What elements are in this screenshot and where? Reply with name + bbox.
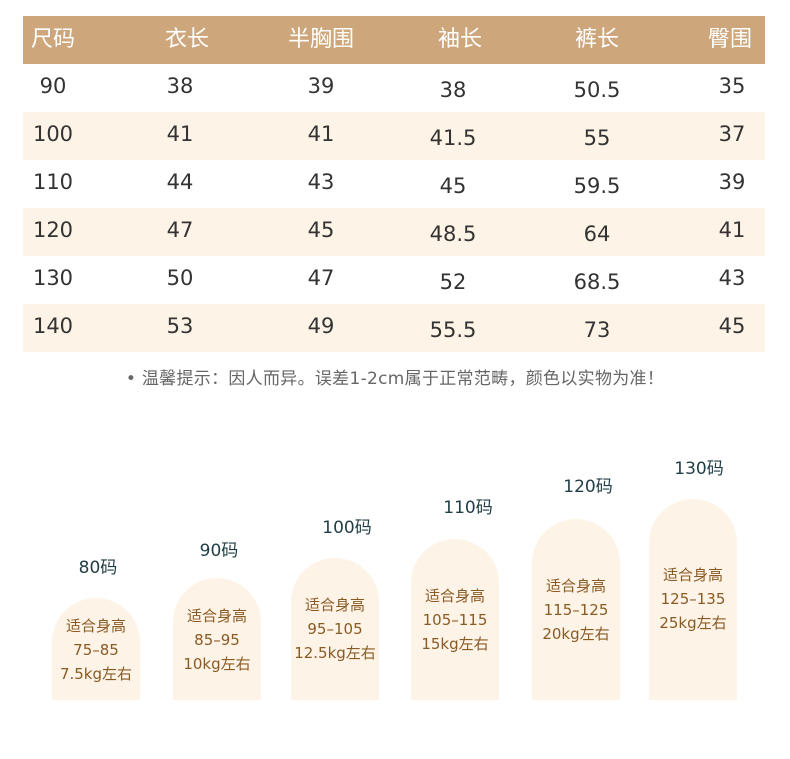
table-row: 120 47 45 48.5 64 41 (23, 208, 765, 256)
height-range: 125–135 (660, 590, 726, 608)
weight-value: 15kg左右 (421, 635, 489, 653)
cell: 41 (307, 122, 335, 146)
cell: 64 (583, 222, 611, 246)
size-bar-100: 适合身高 95–105 12.5kg左右 (291, 558, 379, 700)
cell: 49 (307, 314, 335, 338)
height-range: 75–85 (73, 641, 119, 659)
tip-note: • 温馨提示：因人而异。误差1-2cm属于正常范畴，颜色以实物为准！ (125, 369, 665, 389)
cell: 43 (718, 266, 746, 290)
cell: 90 (39, 74, 67, 98)
cell: 44 (166, 170, 194, 194)
header-half-chest: 半胸围 (287, 27, 355, 52)
height-range: 95–105 (307, 620, 363, 638)
height-label: 适合身高 (186, 607, 247, 625)
height-label: 适合身高 (545, 577, 606, 595)
weight-value: 20kg左右 (542, 625, 610, 643)
cell: 73 (583, 318, 611, 342)
cell: 100 (32, 122, 74, 146)
cell: 38 (166, 74, 194, 98)
table-row: 90 38 39 38 50.5 35 (23, 64, 765, 112)
size-label-120: 120码 (563, 477, 613, 497)
height-label: 适合身高 (662, 566, 723, 584)
height-label: 适合身高 (304, 596, 365, 614)
cell: 55.5 (429, 318, 477, 342)
size-label-90: 90码 (199, 541, 239, 561)
size-bar-130: 适合身高 125–135 25kg左右 (649, 499, 737, 700)
header-pants-length: 裤长 (574, 27, 620, 52)
table-row: 100 41 41 41.5 55 37 (23, 112, 765, 160)
weight-value: 25kg左右 (659, 614, 727, 632)
size-bar-text: 适合身高 85–95 10kg左右 (162, 604, 272, 676)
height-range: 115–125 (543, 601, 609, 619)
cell: 35 (718, 74, 746, 98)
cell: 47 (307, 266, 335, 290)
header-length: 衣长 (164, 27, 210, 52)
cell: 55 (583, 126, 611, 150)
cell: 48.5 (429, 222, 477, 246)
header-sleeve: 袖长 (437, 27, 483, 52)
weight-value: 12.5kg左右 (294, 644, 376, 662)
cell: 41 (718, 218, 746, 242)
cell: 59.5 (573, 174, 621, 198)
weight-value: 7.5kg左右 (59, 665, 133, 683)
size-bar-120: 适合身高 115–125 20kg左右 (532, 519, 620, 700)
size-label-80: 80码 (78, 558, 118, 578)
header-hip: 臀围 (707, 27, 753, 52)
cell: 39 (307, 74, 335, 98)
size-bar-90: 适合身高 85–95 10kg左右 (173, 578, 261, 700)
cell: 37 (718, 122, 746, 146)
cell: 50 (166, 266, 194, 290)
size-bar-text: 适合身高 75–85 7.5kg左右 (41, 614, 151, 686)
cell: 110 (32, 170, 74, 194)
height-range: 105–115 (422, 611, 488, 629)
cell: 43 (307, 170, 335, 194)
size-bar-text: 适合身高 95–105 12.5kg左右 (280, 593, 390, 665)
size-bar-80: 适合身高 75–85 7.5kg左右 (52, 598, 140, 700)
height-label: 适合身高 (65, 617, 126, 635)
size-bar-text: 适合身高 105–115 15kg左右 (400, 584, 510, 656)
cell: 45 (307, 218, 335, 242)
height-label: 适合身高 (424, 587, 485, 605)
cell: 140 (32, 314, 74, 338)
cell: 52 (439, 270, 467, 294)
size-label-130: 130码 (674, 459, 724, 479)
cell: 45 (439, 174, 467, 198)
weight-value: 10kg左右 (183, 655, 251, 673)
cell: 130 (32, 266, 74, 290)
cell: 41 (166, 122, 194, 146)
cell: 53 (166, 314, 194, 338)
table-row: 140 53 49 55.5 73 45 (23, 304, 765, 352)
cell: 38 (439, 78, 467, 102)
height-range: 85–95 (194, 631, 240, 649)
table-header: 尺码 衣长 半胸围 袖长 裤长 臀围 (23, 16, 765, 64)
size-bar-110: 适合身高 105–115 15kg左右 (411, 539, 499, 700)
cell: 41.5 (429, 126, 477, 150)
cell: 50.5 (573, 78, 621, 102)
cell: 68.5 (573, 270, 621, 294)
size-table: 尺码 衣长 半胸围 袖长 裤长 臀围 90 38 39 38 50.5 35 1… (23, 16, 765, 352)
size-label-100: 100码 (322, 518, 372, 538)
size-label-110: 110码 (443, 498, 493, 518)
cell: 39 (718, 170, 746, 194)
cell: 45 (718, 314, 746, 338)
table-row: 110 44 43 45 59.5 39 (23, 160, 765, 208)
table-row: 130 50 47 52 68.5 43 (23, 256, 765, 304)
cell: 120 (32, 218, 74, 242)
header-size: 尺码 (30, 27, 76, 52)
size-bar-text: 适合身高 115–125 20kg左右 (521, 574, 631, 646)
cell: 47 (166, 218, 194, 242)
size-bar-text: 适合身高 125–135 25kg左右 (638, 563, 748, 635)
